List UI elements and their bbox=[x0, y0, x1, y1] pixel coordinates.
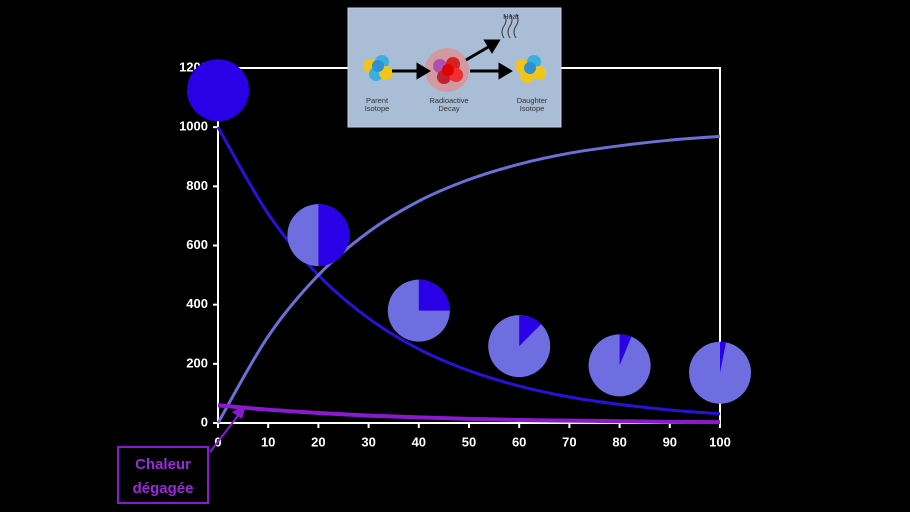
pie-parent bbox=[619, 334, 632, 366]
series-line bbox=[216, 134, 721, 424]
y-tick-label: 0 bbox=[201, 414, 208, 429]
inset-label: Daughter bbox=[517, 96, 548, 105]
x-tick-label: 80 bbox=[612, 434, 626, 449]
y-tick-label: 200 bbox=[186, 355, 208, 370]
y-tick-label: 600 bbox=[186, 237, 208, 252]
y-tick-label: 400 bbox=[186, 296, 208, 311]
x-tick-label: 40 bbox=[412, 434, 426, 449]
x-tick-label: 60 bbox=[512, 434, 526, 449]
x-tick-label: 30 bbox=[361, 434, 375, 449]
inset-label: Parent bbox=[366, 96, 389, 105]
pie-parent bbox=[720, 341, 727, 373]
plot: 0200400600800100012000102030405060708090… bbox=[179, 59, 751, 449]
x-tick-label: 70 bbox=[562, 434, 576, 449]
x-tick-label: 100 bbox=[709, 434, 731, 449]
x-tick-label: 90 bbox=[663, 434, 677, 449]
annotation-arrowhead bbox=[232, 405, 246, 419]
pie-parent bbox=[519, 315, 542, 347]
parent-atom bbox=[363, 55, 393, 81]
x-tick-label: 50 bbox=[462, 434, 476, 449]
daughter-atom bbox=[515, 55, 546, 83]
annotation-box bbox=[117, 446, 209, 504]
inset-label: Isotope bbox=[365, 104, 390, 113]
inset-label: Isotope bbox=[520, 104, 545, 113]
heat-waves bbox=[501, 13, 519, 39]
annotation: Chaleur dégagée bbox=[117, 405, 246, 504]
pie-parent bbox=[187, 59, 249, 122]
series-line bbox=[217, 403, 721, 425]
inset-label: Radioactive bbox=[429, 96, 468, 105]
x-tick-label: 10 bbox=[261, 434, 275, 449]
annotation-text: Chaleur bbox=[135, 456, 191, 473]
y-tick-label: 800 bbox=[186, 178, 208, 193]
annotation-arrow bbox=[209, 412, 241, 453]
inset-label: Heat bbox=[503, 12, 520, 21]
arrows bbox=[392, 39, 513, 80]
y-tick-label: 1000 bbox=[179, 119, 208, 134]
annotation-text: dégagée bbox=[133, 480, 194, 497]
series-line bbox=[216, 126, 721, 416]
pie-parent bbox=[318, 204, 350, 267]
x-tick-label: 20 bbox=[311, 434, 325, 449]
inset-label: Decay bbox=[438, 104, 460, 113]
decay-atom bbox=[425, 48, 469, 92]
pie-parent bbox=[418, 279, 450, 311]
inset-diagram: Heat Parent Isotope Radioactive Decay Da… bbox=[347, 7, 562, 128]
